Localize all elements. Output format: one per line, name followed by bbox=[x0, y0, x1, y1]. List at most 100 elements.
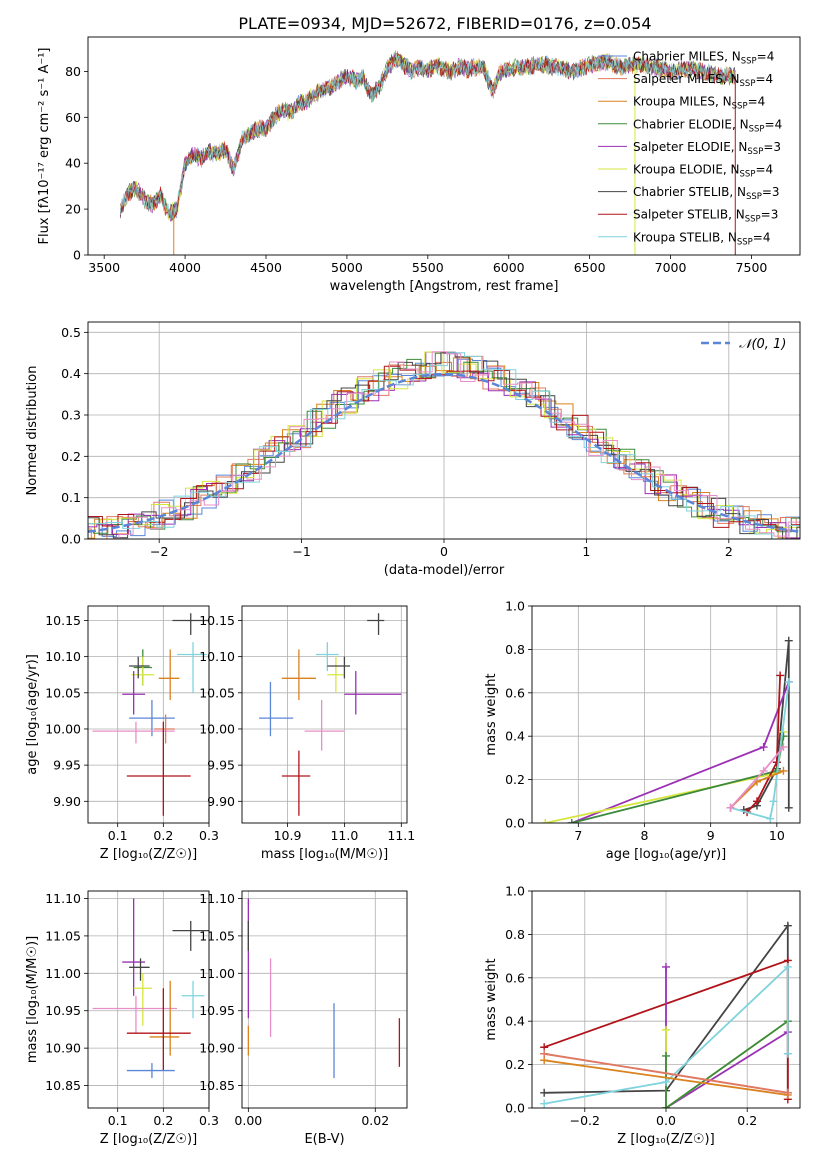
y-tick-label: 10.85 bbox=[199, 1078, 235, 1093]
weight-marker-chabrier_stelib bbox=[784, 803, 793, 812]
y-axis-label: age [log₁₀(age/yr)] bbox=[25, 654, 40, 775]
weight-marker-salpeter_elodie bbox=[662, 962, 670, 971]
panel-mass-vs-ebv: 0.00 0.02 10.85 10.90 10.95 11.00 11.05 11.10 E(… bbox=[199, 890, 408, 1147]
axes-frame bbox=[531, 890, 801, 1109]
x-tick-label: 6000 bbox=[493, 260, 525, 275]
y-tick-label: 10.10 bbox=[199, 649, 235, 664]
x-tick-label: 5000 bbox=[331, 260, 363, 275]
plot-area bbox=[540, 921, 792, 1108]
y-tick-label: 11.05 bbox=[199, 928, 235, 943]
panel-age-vs-mass: 10.9 11.0 11.1 9.90 9.95 10.00 10.05 10.10 10.15… bbox=[199, 605, 415, 862]
y-tick-label: 0.6 bbox=[505, 685, 525, 700]
axes-frame bbox=[87, 36, 801, 256]
weight-marker-kroupa_miles bbox=[779, 766, 788, 775]
x-tick-label: 0.1 bbox=[108, 828, 128, 843]
weight-marker-kroupa_stelib bbox=[783, 1049, 792, 1058]
y-tick-label: 0.5 bbox=[61, 325, 81, 340]
weight-line-salpeter_elodie bbox=[665, 967, 789, 1108]
weight-marker-chabrier_elodie bbox=[662, 1051, 670, 1060]
y-tick-label: 9.95 bbox=[207, 758, 235, 773]
legend-label-kroupa_elodie: Kroupa ELODIE, NSSP=4 bbox=[633, 163, 773, 180]
weight-marker-salpeter_miles bbox=[783, 1088, 792, 1097]
x-tick-label: 8 bbox=[641, 828, 649, 843]
x-axis-label: Z [log₁₀(Z/Z☉)] bbox=[100, 847, 197, 862]
legend-label-chabrier_elodie: Chabrier ELODIE, NSSP=4 bbox=[633, 117, 782, 134]
y-tick-label: 0.0 bbox=[505, 1101, 525, 1116]
x-tick-label: 0.2 bbox=[153, 1113, 173, 1128]
y-tick-label: 60 bbox=[65, 110, 81, 125]
hist-salpeter_stelib bbox=[88, 365, 800, 531]
x-tick-label: 11.1 bbox=[387, 828, 415, 843]
axes-frame bbox=[87, 321, 801, 540]
y-tick-label: 11.00 bbox=[199, 966, 235, 981]
x-tick-label: 0.3 bbox=[199, 828, 219, 843]
x-tick-label: 11.0 bbox=[330, 828, 358, 843]
panel-residual-hist: −2 −1 0 1 2 0.0 0.1 0.2 0.3 0.4 0.5 (data-model)/er… bbox=[25, 321, 801, 578]
y-tick-label: 10.90 bbox=[45, 1041, 81, 1056]
x-axis-label: age [log₁₀(age/yr)] bbox=[606, 847, 727, 862]
legend-label-kroupa_miles: Kroupa MILES, NSSP=4 bbox=[633, 95, 765, 112]
y-tick-label: 10.00 bbox=[199, 721, 235, 736]
panel-mass-weight-vs-Z: −0.2 0.0 0.2 0.0 0.2 0.4 0.6 0.8 1.0 Z [log₁₀(Z/Z… bbox=[484, 884, 801, 1147]
y-tick-label: 0.2 bbox=[505, 1057, 525, 1072]
axes-frame bbox=[241, 890, 408, 1109]
legend: Chabrier MILES, NSSP=4 Salpeter MILES, NS… bbox=[598, 50, 782, 247]
x-tick-label: 2 bbox=[725, 544, 733, 559]
y-tick-label: 11.05 bbox=[45, 928, 81, 943]
legend-label-normal: 𝒩(0, 1) bbox=[739, 337, 786, 352]
y-tick-label: 10.10 bbox=[45, 649, 81, 664]
y-axis-label: mass weight bbox=[484, 958, 499, 1040]
axes-frame bbox=[241, 605, 408, 824]
y-tick-label: 0.0 bbox=[61, 532, 81, 547]
y-tick-label: 10.95 bbox=[45, 1003, 81, 1018]
hist-kroupa_stelib bbox=[88, 352, 800, 539]
y-axis-label: mass weight bbox=[484, 673, 499, 755]
legend-label-kroupa_stelib: Kroupa STELIB, NSSP=4 bbox=[633, 230, 771, 247]
y-tick-label: 0.4 bbox=[61, 366, 81, 381]
y-axis-label: Flux [fλ10⁻¹⁷ erg cm⁻² s⁻¹ A⁻¹] bbox=[37, 48, 52, 245]
hist-kroupa_miles bbox=[88, 357, 800, 539]
x-tick-label: 7000 bbox=[655, 260, 687, 275]
x-tick-label: −1 bbox=[292, 544, 310, 559]
x-tick-label: 6500 bbox=[574, 260, 606, 275]
y-axis-label: Normed distribution bbox=[25, 366, 40, 496]
weight-marker-chabrier_elodie bbox=[662, 1104, 670, 1108]
y-tick-label: 40 bbox=[65, 156, 81, 171]
figure-title: PLATE=0934, MJD=52672, FIBERID=0176, z=0… bbox=[238, 14, 651, 33]
weight-marker-kroupa_stelib bbox=[540, 1099, 549, 1108]
weight-line-kroupa_stelib bbox=[730, 681, 790, 820]
y-axis-label: mass [log₁₀(M/M☉)] bbox=[25, 936, 40, 1063]
y-tick-label: 20 bbox=[65, 202, 81, 217]
plot-area bbox=[259, 613, 402, 816]
weight-marker-kroupa_elodie bbox=[662, 1025, 670, 1034]
y-tick-label: 9.90 bbox=[207, 794, 235, 809]
x-tick-label: 0.00 bbox=[234, 1113, 262, 1128]
weight-marker-salpeter_stelib bbox=[776, 671, 785, 680]
weight-marker-chabrier_stelib bbox=[784, 636, 793, 645]
plot-area bbox=[92, 613, 209, 816]
weight-marker-kroupa_stelib bbox=[783, 962, 792, 971]
x-tick-label: 7500 bbox=[736, 260, 768, 275]
weight-line-kroupa_stelib bbox=[544, 964, 789, 1105]
hist-extra_pink bbox=[90, 351, 800, 539]
weight-marker-chabrier_stelib bbox=[783, 921, 792, 930]
y-tick-label: 0.0 bbox=[505, 816, 525, 831]
x-tick-label: −0.2 bbox=[570, 1113, 600, 1128]
y-tick-label: 0.4 bbox=[505, 729, 525, 744]
x-tick-label: 9 bbox=[707, 828, 715, 843]
y-tick-label: 10.15 bbox=[199, 613, 235, 628]
y-tick-label: 10.85 bbox=[45, 1078, 81, 1093]
plot-area bbox=[88, 351, 800, 539]
y-tick-label: 9.90 bbox=[53, 794, 81, 809]
y-tick-label: 0.4 bbox=[505, 1014, 525, 1029]
x-tick-label: 0 bbox=[440, 544, 448, 559]
x-axis-label: mass [log₁₀(M/M☉)] bbox=[261, 847, 388, 862]
weight-line-salpeter_miles bbox=[544, 1052, 788, 1094]
legend-label-salpeter_miles: Salpeter MILES, NSSP=4 bbox=[633, 72, 773, 89]
x-axis-label: (data-model)/error bbox=[384, 563, 505, 578]
legend-label-salpeter_elodie: Salpeter ELODIE, NSSP=3 bbox=[633, 140, 781, 157]
weight-marker-kroupa_stelib bbox=[769, 797, 778, 806]
panels: 3500 4000 4500 5000 5500 6000 6500 7000 75000204… bbox=[25, 36, 801, 1147]
x-tick-label: 4500 bbox=[250, 260, 282, 275]
